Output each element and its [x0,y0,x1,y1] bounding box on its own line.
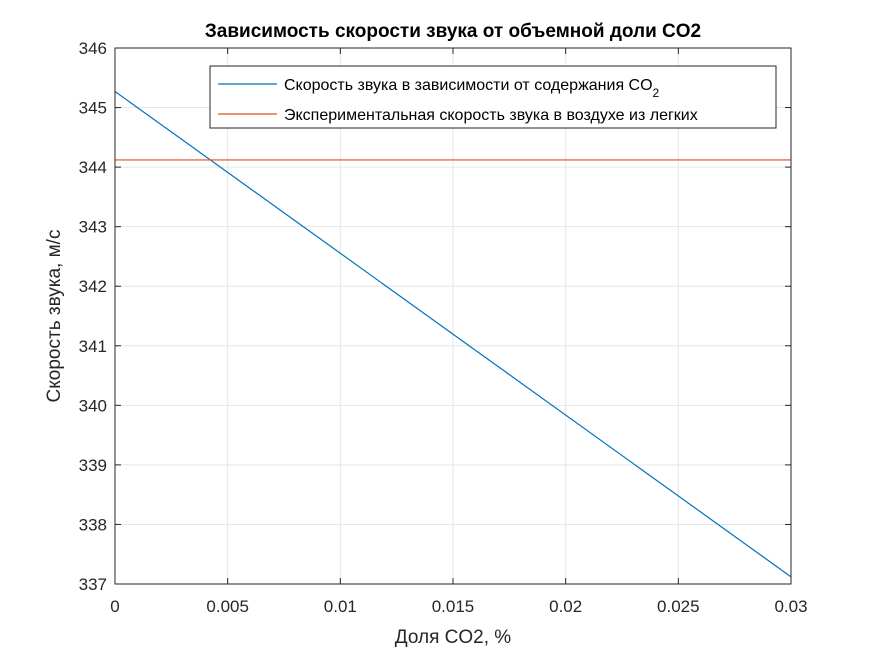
y-tick-labels: 337 338 339 340 341 342 343 344 345 346 [79,39,107,594]
chart-title: Зависимость скорости звука от объемной д… [205,21,701,42]
x-tick-label: 0.03 [774,597,807,616]
legend-entry-1-text: Скорость звука в зависимости от содержан… [284,77,653,94]
legend-entry-2: Экспериментальная скорость звука в возду… [284,107,698,124]
legend-box [209,65,777,129]
y-tick-label: 344 [79,158,107,177]
x-axis-label: Доля CO2, % [395,627,512,648]
ticks [114,47,792,585]
y-tick-label: 346 [79,39,107,58]
y-tick-label: 340 [79,396,107,415]
x-tick-label: 0 [110,597,119,616]
legend: Скорость звука в зависимости от содержан… [209,65,777,129]
y-tick-label: 339 [79,456,107,475]
legend-entry-1: Скорость звука в зависимости от содержан… [284,77,660,100]
legend-entry-2-text: Экспериментальная скорость звука в возду… [284,107,698,124]
series-layer [114,90,792,578]
x-tick-labels: 0 0.005 0.01 0.015 0.02 0.025 0.03 [110,597,807,616]
x-tick-label: 0.005 [206,597,249,616]
legend-entry-1-subscript: 2 [653,86,660,100]
y-tick-label: 345 [79,99,107,118]
y-tick-label: 337 [79,575,107,594]
y-tick-label: 338 [79,515,107,534]
x-tick-label: 0.01 [324,597,357,616]
x-tick-label: 0.02 [549,597,582,616]
y-tick-label: 341 [79,337,107,356]
series-line-1 [114,90,792,578]
x-tick-label: 0.015 [432,597,475,616]
x-tick-label: 0.025 [657,597,700,616]
y-tick-label: 343 [79,218,107,237]
y-axis-label: Скорость звука, м/с [44,230,65,403]
y-tick-label: 342 [79,277,107,296]
